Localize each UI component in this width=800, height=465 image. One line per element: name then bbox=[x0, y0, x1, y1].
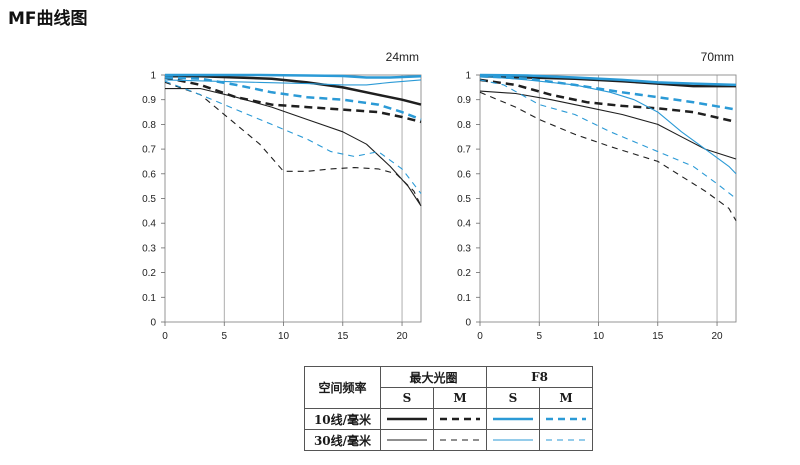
y-tick-label: 0.4 bbox=[457, 219, 471, 230]
legend-swatch-30-max-m bbox=[433, 429, 487, 451]
mtf-line-10-max-m bbox=[164, 76, 422, 124]
y-tick-label: 0.6 bbox=[142, 169, 156, 180]
y-tick-label: 0.1 bbox=[142, 293, 156, 304]
chart-70mm: 00.10.20.30.40.50.60.70.80.910 5 10 15 2070m… bbox=[457, 50, 737, 342]
legend-f8-s-header: S bbox=[486, 387, 540, 409]
y-tick-label: 0.2 bbox=[142, 268, 156, 279]
mtf-line-30-f8-m bbox=[164, 80, 422, 194]
chart-24mm: 00.10.20.30.40.50.60.70.80.910 5 10 15 2024m… bbox=[142, 50, 422, 342]
mtf-line-10-max-s bbox=[165, 74, 422, 106]
y-tick-label: 0.1 bbox=[457, 293, 471, 304]
y-tick-label: 0.8 bbox=[457, 120, 471, 131]
legend-swatch-30-f8-m bbox=[539, 429, 593, 451]
legend-f8-m-header: M bbox=[539, 387, 593, 409]
legend-row-10lpmm: 10线/毫米 bbox=[304, 408, 381, 430]
legend-swatch-30-max-s bbox=[380, 429, 434, 451]
y-tick-label: 0.3 bbox=[142, 243, 156, 254]
mtf-line-30-f8-s bbox=[164, 79, 422, 86]
mtf-line-30-max-m bbox=[164, 81, 422, 207]
page-title: MF曲线图 bbox=[8, 9, 88, 29]
x-tick-label: 0 bbox=[162, 331, 168, 342]
mtf-line-10-f8-m bbox=[164, 76, 422, 121]
legend-swatch-10-f8-m bbox=[539, 408, 593, 430]
y-tick-label: 0.9 bbox=[457, 95, 471, 106]
x-tick-label: 10 bbox=[593, 331, 605, 342]
mtf-line-30-max-s bbox=[479, 90, 737, 160]
legend-max-m-header: M bbox=[433, 387, 487, 409]
legend-row-30lpmm: 30线/毫米 bbox=[304, 429, 381, 451]
mtf-line-10-f8-s bbox=[165, 73, 422, 79]
y-tick-label: 1 bbox=[150, 71, 156, 82]
mtf-line-10-max-m bbox=[479, 78, 737, 124]
mtf-line-30-max-m bbox=[479, 91, 737, 221]
legend-swatch-10-f8-s bbox=[486, 408, 540, 430]
legend-swatch-10-max-m bbox=[433, 408, 487, 430]
y-tick-label: 0.5 bbox=[142, 194, 156, 205]
y-tick-label: 1 bbox=[465, 71, 471, 82]
x-tick-label: 5 bbox=[221, 331, 227, 342]
y-tick-label: 0.7 bbox=[457, 145, 471, 156]
legend-spatial-frequency-header: 空间频率 bbox=[304, 366, 381, 409]
y-tick-label: 0.6 bbox=[457, 169, 471, 180]
x-tick-label: 5 bbox=[536, 331, 542, 342]
y-tick-label: 0.9 bbox=[142, 95, 156, 106]
legend-table: 空间频率 最大光圈 F8 S M S M 10线/毫米 30线/毫米 bbox=[304, 366, 593, 451]
mtf-line-30-f8-m bbox=[479, 79, 737, 199]
chart-title: 24mm bbox=[386, 50, 419, 64]
legend-max-s-header: S bbox=[380, 387, 434, 409]
y-tick-label: 0 bbox=[150, 318, 156, 329]
y-tick-label: 0.4 bbox=[142, 219, 156, 230]
x-tick-label: 0 bbox=[477, 331, 483, 342]
mtf-line-10-f8-m bbox=[479, 74, 737, 111]
y-tick-label: 0.2 bbox=[457, 268, 471, 279]
mtf-line-30-f8-s bbox=[479, 75, 737, 175]
legend-max-aperture-header: 最大光圈 bbox=[380, 366, 487, 388]
x-tick-label: 20 bbox=[396, 331, 408, 342]
legend-f8-header: F8 bbox=[486, 366, 593, 388]
x-tick-label: 20 bbox=[711, 331, 723, 342]
x-tick-label: 15 bbox=[337, 331, 349, 342]
y-tick-label: 0 bbox=[465, 318, 471, 329]
x-tick-label: 10 bbox=[278, 331, 290, 342]
y-tick-label: 0.8 bbox=[142, 120, 156, 131]
y-tick-label: 0.7 bbox=[142, 145, 156, 156]
y-tick-label: 0.5 bbox=[457, 194, 471, 205]
y-tick-label: 0.3 bbox=[457, 243, 471, 254]
x-tick-label: 15 bbox=[652, 331, 664, 342]
mtf-line-10-f8-s bbox=[479, 73, 737, 87]
chart-title: 70mm bbox=[701, 50, 734, 64]
legend-swatch-10-max-s bbox=[380, 408, 434, 430]
legend-swatch-30-f8-s bbox=[486, 429, 540, 451]
